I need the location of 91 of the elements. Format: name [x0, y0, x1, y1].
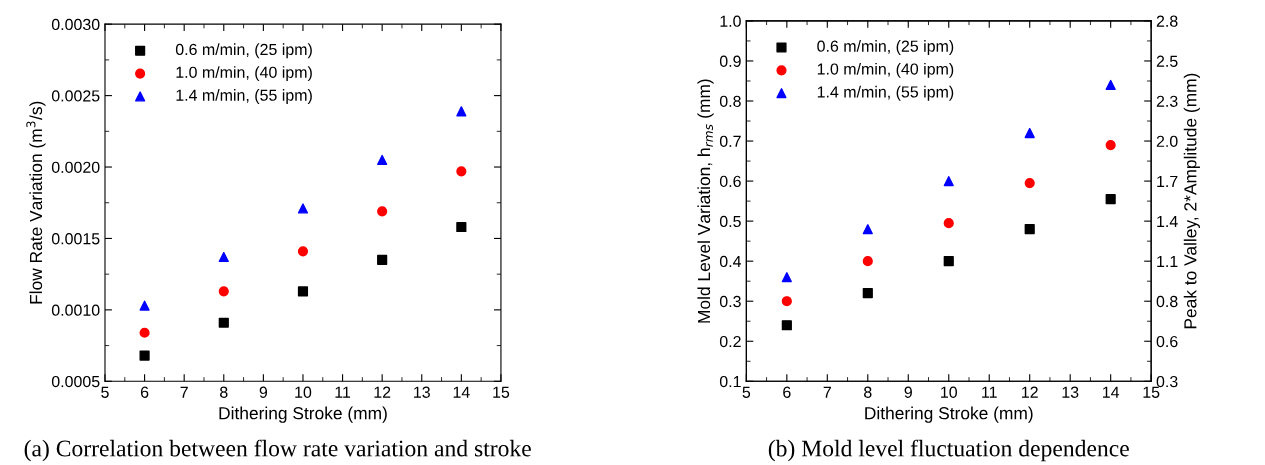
point — [1105, 79, 1116, 91]
y2-tick-label: 2.8 — [1156, 15, 1178, 27]
x-tick-label: 8 — [864, 386, 872, 398]
x-tick-label: 6 — [783, 386, 791, 398]
x-tick-label: 15 — [1143, 386, 1160, 398]
y-tick-label: 0.0030 — [51, 18, 100, 31]
point — [218, 286, 229, 297]
point — [377, 206, 388, 217]
y-tick-label: 0.8 — [719, 95, 741, 107]
y2-tick-label: 2.5 — [1156, 55, 1178, 67]
text: (a) Correlation between flow rate variation and stroke — [24, 439, 531, 462]
x-tick-label: 5 — [101, 386, 109, 398]
point — [297, 246, 309, 257]
y-tick-label: 0.1 — [719, 375, 741, 388]
y-tick-label: 0.2 — [719, 335, 741, 348]
legend-label: 1.4 m/min, (55 ipm) — [817, 85, 954, 101]
x-axis-title: Dithering Stroke (mm) — [219, 406, 387, 423]
x-tick-label: 7 — [823, 386, 831, 398]
y2-tick-label: 2.0 — [1156, 135, 1178, 147]
y2-tick-label: 1.4 — [1157, 215, 1178, 227]
x-tick-label: 6 — [140, 386, 149, 398]
point — [781, 272, 792, 283]
x-tick-label: 13 — [414, 386, 430, 398]
point — [377, 254, 388, 265]
x-tick-label: 12 — [374, 386, 391, 398]
point — [943, 256, 954, 267]
legend-label: 1.4 m/min, (55 ipm) — [176, 89, 312, 104]
y2-tick-label: 1.1 — [1157, 255, 1178, 267]
point — [139, 300, 150, 311]
x-tick-label: 15 — [493, 386, 510, 398]
y-axis-title: Flow Rate Variation (m$^{3}$/s) — [26, 101, 46, 304]
point — [297, 286, 309, 297]
y-tick-label: 1.0 — [720, 15, 741, 27]
x-tick-label: 11 — [335, 386, 351, 398]
y-tick-label: 0.3 — [719, 295, 741, 308]
legend-label: 0.6 m/min, (25 ipm) — [817, 40, 954, 55]
y2-tick-label: 0.3 — [1156, 375, 1178, 388]
y-tick-label: 0.0025 — [51, 90, 100, 102]
x-tick-label: 14 — [453, 386, 470, 398]
point — [1024, 127, 1035, 139]
x-tick-label: 7 — [180, 386, 188, 398]
point — [781, 320, 792, 331]
x-tick-label: 12 — [1022, 386, 1038, 398]
point — [862, 256, 873, 267]
text: (b) Mold level fluctuation dependence — [768, 439, 1129, 462]
y-tick-label: 0.5 — [719, 215, 741, 228]
x-axis-title: Dithering Stroke (mm) — [865, 406, 1033, 423]
point — [862, 224, 873, 235]
y2-tick-label: 0.6 — [1156, 335, 1178, 348]
y-tick-label: 0.7 — [719, 135, 741, 147]
y-tick-label: 0.6 — [719, 175, 741, 188]
x-tick-label: 11 — [982, 386, 997, 398]
y-tick-label: 0.0010 — [51, 304, 100, 316]
legend-label: 1.0 m/min, (40 ipm) — [176, 66, 312, 82]
x-tick-label: 5 — [742, 386, 751, 398]
x-tick-label: 10 — [941, 386, 958, 398]
y2-tick-label: 1.7 — [1157, 175, 1178, 187]
y2-tick-label: 2.3 — [1156, 95, 1178, 107]
x-tick-label: 13 — [1062, 386, 1079, 398]
point — [377, 154, 388, 165]
point — [139, 350, 150, 361]
point — [139, 327, 150, 338]
point — [1024, 224, 1035, 235]
y-tick-label: 0.4 — [719, 255, 742, 268]
y2-axis-title: Peak to Valley, 2*Amplitude (mm) — [1183, 73, 1200, 329]
y2-tick-label: 0.8 — [1156, 295, 1178, 308]
point — [1105, 139, 1116, 151]
x-tick-label: 9 — [259, 386, 268, 398]
point — [943, 218, 954, 229]
point — [1024, 178, 1035, 189]
point — [297, 203, 309, 214]
y-tick-label: 0.0020 — [51, 161, 100, 173]
point — [1105, 194, 1116, 205]
point — [456, 106, 467, 117]
x-tick-label: 14 — [1103, 386, 1120, 398]
point — [218, 251, 229, 263]
legend-label: 1.0 m/min, (40 ipm) — [817, 62, 954, 78]
point — [456, 166, 467, 177]
y-tick-label: 0.9 — [719, 55, 741, 67]
x-tick-label: 10 — [295, 386, 312, 398]
point — [943, 176, 954, 187]
point — [456, 221, 467, 233]
point — [218, 317, 229, 328]
x-tick-label: 9 — [904, 386, 912, 398]
x-tick-label: 8 — [220, 386, 228, 398]
y-axis-title: Mold Level Variation, h$_{rms}$ (mm) — [697, 79, 714, 323]
y-tick-label: 0.0015 — [51, 233, 100, 245]
legend-label: 0.6 m/min, (25 ipm) — [175, 43, 312, 59]
y-tick-label: 0.0005 — [51, 375, 100, 388]
point — [781, 296, 792, 307]
point — [862, 288, 873, 299]
